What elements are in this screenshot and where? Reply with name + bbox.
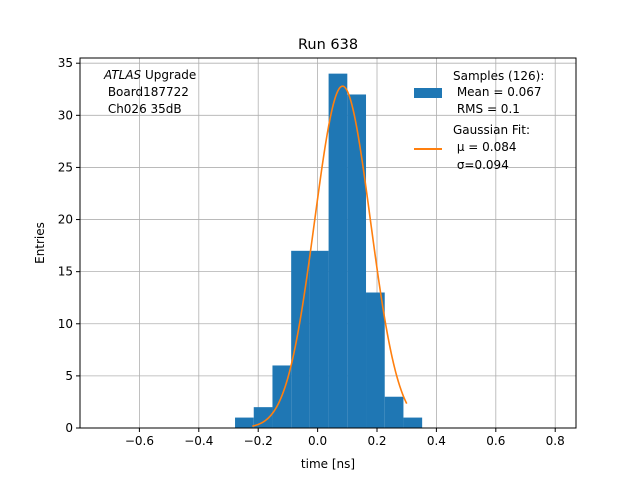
- y-tick-label-4: 20: [58, 213, 73, 227]
- plot-frame: [79, 57, 577, 429]
- histogram-bar-5: [328, 73, 348, 429]
- y-tick-label-6: 30: [58, 108, 73, 122]
- y-tick-label-1: 5: [65, 369, 73, 383]
- legend-swatch-histogram: [414, 88, 442, 98]
- x-tick-label-3: 0.0: [308, 434, 327, 448]
- legend-label-fit: Gaussian Fit:: [453, 123, 530, 137]
- legend-label-histogram: Samples (126):: [453, 69, 544, 83]
- histogram-bars: [235, 73, 423, 429]
- legend-rms: RMS = 0.1: [453, 102, 520, 116]
- x-axis: −0.6 −0.4 −0.2 0.0 0.2 0.4 0.6 0.8: [125, 428, 565, 448]
- legend: Samples (126): Mean = 0.067 RMS = 0.1 Ga…: [414, 69, 544, 172]
- gaussian-fit-line: [252, 85, 408, 427]
- chart-title: Run 638: [298, 37, 358, 53]
- x-tick-label-1: −0.4: [184, 434, 213, 448]
- x-tick-label-0: −0.6: [125, 434, 154, 448]
- histogram-bar-1: [253, 407, 273, 428]
- y-tick-label-3: 15: [58, 265, 73, 279]
- x-tick-label-4: 0.2: [367, 434, 386, 448]
- gaussian-fit: [252, 85, 408, 427]
- y-axis: 0 5 10 15 20 25 30 35: [58, 56, 80, 435]
- annotation-line-2: Board187722: [104, 85, 189, 99]
- legend-mu: μ = 0.084: [453, 140, 517, 154]
- legend-mean: Mean = 0.067: [453, 85, 542, 99]
- histogram-bar-6: [347, 94, 367, 428]
- histogram-bar-0: [235, 417, 254, 428]
- y-tick-label-2: 10: [58, 317, 73, 331]
- x-axis-label: time [ns]: [301, 457, 355, 471]
- annotation-line-3: Ch026 35dB: [104, 102, 182, 116]
- annotation-italic: ATLAS: [103, 68, 142, 82]
- histogram-bar-3: [291, 250, 310, 428]
- y-axis-label: Entries: [33, 222, 47, 264]
- y-tick-label-0: 0: [65, 421, 73, 435]
- x-tick-label-2: −0.2: [244, 434, 273, 448]
- x-tick-label-7: 0.8: [546, 434, 565, 448]
- histogram-bar-8: [384, 396, 404, 428]
- y-tick-label-7: 35: [58, 56, 73, 70]
- y-tick-label-5: 25: [58, 160, 73, 174]
- x-tick-label-6: 0.6: [486, 434, 505, 448]
- experiment-annotation: ATLAS Upgrade Board187722 Ch026 35dB: [103, 68, 196, 116]
- histogram-bar-9: [403, 417, 423, 428]
- annotation-line-1: ATLAS Upgrade: [103, 68, 196, 82]
- legend-sigma: σ=0.094: [453, 158, 509, 172]
- x-tick-label-5: 0.4: [427, 434, 446, 448]
- histogram-bar-4: [309, 250, 329, 428]
- histogram-bar-7: [366, 292, 385, 428]
- annotation-rest: Upgrade: [141, 68, 196, 82]
